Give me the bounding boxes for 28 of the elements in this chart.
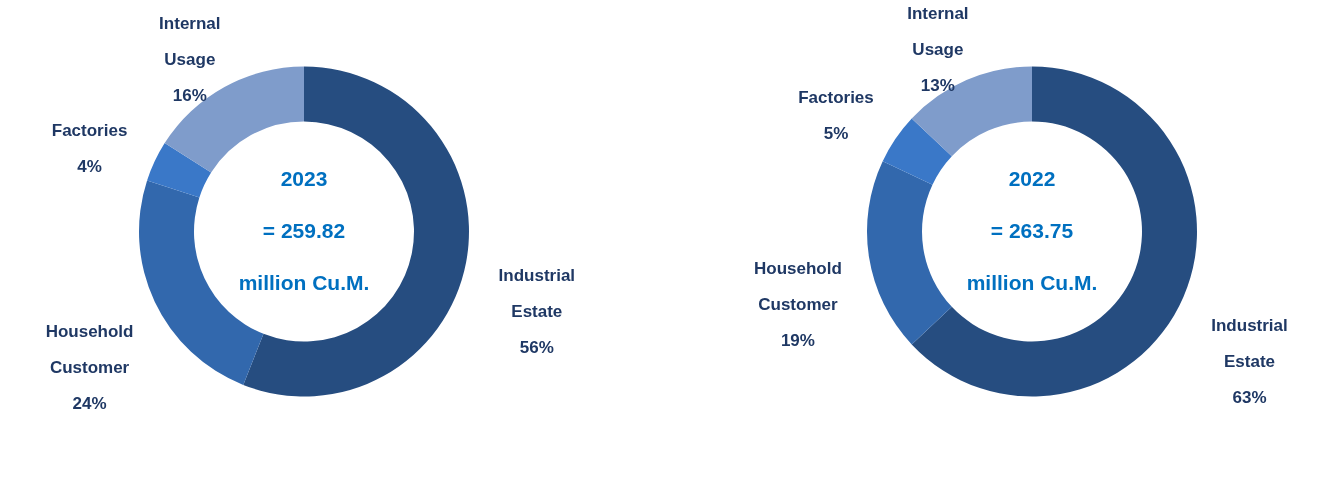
slice-label: Factories [798,88,874,108]
data-label: 56% [519,337,554,357]
data-label: 63% [1232,387,1267,407]
slice-label: Industrial Estate [1211,315,1288,371]
data-label: 19% [780,330,815,350]
donut-slice [867,161,952,345]
data-label: 4% [77,156,102,176]
slice-label: Industrial Estate [498,265,576,321]
slice-label: Internal Usage [159,13,221,69]
donut-slice [164,66,304,173]
donut-slice [882,118,952,185]
data-label: 24% [72,394,107,414]
text: million Cu.M. [966,270,1098,294]
text: 2022 [1008,166,1056,190]
slice-label: Household Customer [45,322,134,378]
donut-slice [147,143,212,198]
slice-label: Household Customer [754,258,842,314]
text: = 259.82 [262,218,346,242]
slice-label: Internal Usage [907,3,969,59]
donut-slice [911,66,1197,397]
data-label: 16% [172,85,207,105]
text: 2023 [280,166,328,190]
data-label: 13% [920,75,955,95]
text: = 263.75 [990,218,1074,242]
donut-slice [911,66,1032,157]
text: million Cu.M. [238,270,370,294]
data-label: 5% [823,124,849,144]
slice-label: Factories [51,120,128,140]
